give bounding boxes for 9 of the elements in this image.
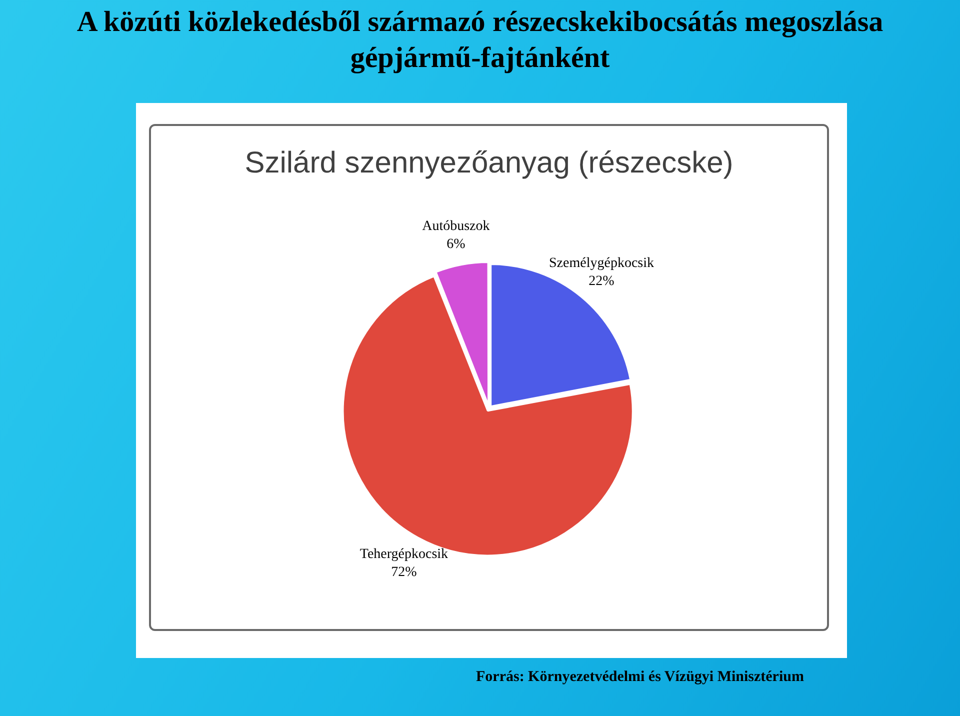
data-label: 22% xyxy=(588,274,615,290)
chart-title: A közúti közlekedésből származó részecskekibocsátás megoszlása gépjármű-fajtánként xyxy=(76,5,884,76)
slice-label: Autóbuszok xyxy=(422,218,490,234)
slice-label: Személygépkocsik xyxy=(549,256,654,272)
data-label: 6% xyxy=(446,236,466,252)
data-label: 72% xyxy=(391,564,418,580)
slice-label: Tehergépkocsik xyxy=(360,546,448,562)
chart-subtitle: Szilárd szennyezőanyag (részecske) xyxy=(244,146,734,180)
text: Forrás: Környezetvédelmi és Vízügyi Minisztérium xyxy=(476,669,804,686)
